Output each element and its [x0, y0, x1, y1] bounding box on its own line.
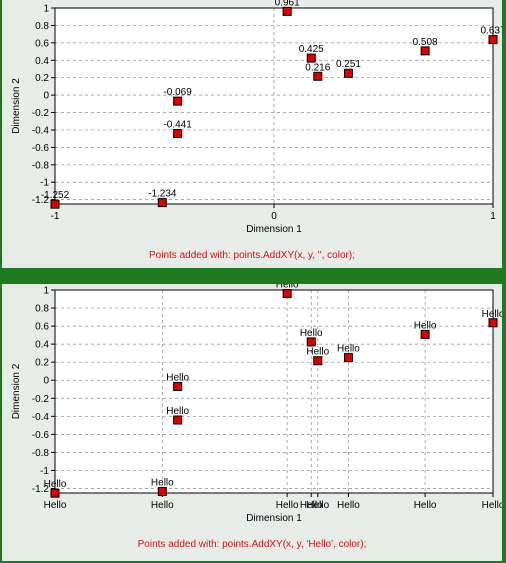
x-tick-label: Hello [44, 500, 67, 511]
chart-caption-top: Points added with: points.AddXY(x, y, ''… [149, 250, 355, 261]
data-label-top-5: 0.425 [299, 44, 324, 55]
x-tick-label: -1 [51, 211, 60, 222]
data-point-bottom-2 [173, 381, 183, 391]
y-axis-title: Dimension 2 [11, 78, 22, 134]
data-label-bottom-8: Hello [414, 320, 437, 331]
data-point-top-6 [313, 71, 323, 81]
data-label-top-2: -0.069 [163, 87, 192, 98]
y-tick-label: 0.6 [35, 322, 49, 333]
data-label-bottom-2: Hello [166, 372, 189, 383]
x-tick-label: Hello [337, 500, 360, 511]
y-tick-label: -0.6 [32, 143, 50, 154]
data-label-top-9: 0.637 [480, 26, 502, 37]
data-point-bottom-1 [157, 487, 167, 497]
scatter-chart-top: 10.80.60.40.20-0.2-0.4-0.6-0.8-1-1.2-1 0 1… [11, 0, 502, 235]
data-point-bottom-7 [343, 353, 353, 363]
y-tick-label: -1 [40, 466, 49, 477]
data-label-bottom-5: Hello [300, 328, 323, 339]
data-point-bottom-4 [282, 289, 292, 299]
data-point-top-9 [488, 35, 498, 45]
data-label-bottom-6: Hello [306, 347, 329, 358]
data-label-bottom-0: Hello [44, 479, 67, 490]
data-label-bottom-7: Hello [337, 344, 360, 355]
data-label-bottom-9: Hello [482, 309, 502, 320]
y-tick-label: 0 [43, 376, 49, 387]
data-point-top-1 [157, 198, 167, 208]
data-point-bottom-9 [488, 318, 498, 328]
y-tick-label: -0.2 [32, 108, 50, 119]
data-point-top-0 [50, 199, 60, 209]
x-tick-label: Hello [306, 500, 329, 511]
data-label-bottom-3: Hello [166, 406, 189, 417]
x-tick-label: Hello [151, 500, 174, 511]
y-tick-label: 0.2 [35, 358, 49, 369]
y-tick-label: -0.2 [32, 394, 50, 405]
data-point-top-2 [173, 96, 183, 106]
data-label-top-0: -1.252 [41, 190, 70, 201]
y-tick-label: 0.8 [35, 21, 49, 32]
data-point-bottom-8 [420, 329, 430, 339]
data-point-top-4 [282, 6, 292, 16]
data-label-top-3: -0.441 [163, 120, 192, 131]
y-tick-label: 0.6 [35, 38, 49, 49]
data-label-top-7: 0.251 [336, 59, 361, 70]
y-tick-label: 0.4 [35, 56, 49, 67]
scatter-chart-bottom: 10.80.60.40.20-0.2-0.4-0.6-0.8-1-1.2Hell… [11, 284, 502, 524]
y-tick-label: 0.8 [35, 304, 49, 315]
data-label-bottom-4: Hello [276, 284, 299, 291]
data-point-bottom-3 [173, 415, 183, 425]
data-label-top-1: -1.234 [148, 189, 177, 200]
y-tick-label: 1 [43, 4, 49, 15]
data-point-bottom-5 [306, 337, 316, 347]
x-tick-label: 0 [271, 211, 277, 222]
plot-area [54, 289, 494, 494]
y-tick-label: -0.8 [32, 448, 50, 459]
x-tick-label: Hello [276, 500, 299, 511]
x-tick-label: Hello [482, 500, 502, 511]
data-point-top-3 [173, 129, 183, 139]
chart-caption-bottom: Points added with: points.AddXY(x, y, 'H… [137, 539, 367, 550]
data-label-top-4: 0.961 [275, 0, 300, 8]
plot-border [54, 289, 494, 494]
data-label-top-6: 0.216 [305, 62, 330, 73]
x-tick-label: 1 [490, 211, 496, 222]
chart-panel-bottom: 1 0.8 0.6 0.4 0.2 0 -0.2 -0.4 -0.6 -0.8 -1 -1.2 Hell… [2, 284, 502, 561]
y-tick-label: 0.2 [35, 73, 49, 84]
y-tick-label: 0.4 [35, 340, 49, 351]
y-tick-label: -0.6 [32, 430, 50, 441]
y-tick-label: -0.4 [32, 125, 50, 136]
y-tick-label: 1 [43, 286, 49, 297]
data-point-bottom-0 [50, 488, 60, 498]
data-point-top-7 [343, 68, 353, 78]
x-axis-title: Dimension 1 [246, 513, 302, 524]
plot-border [54, 7, 494, 205]
y-axis-title: Dimension 2 [11, 363, 22, 419]
y-tick-label: -1.2 [32, 484, 50, 495]
data-label-top-8: 0.508 [413, 37, 438, 48]
data-point-top-5 [306, 53, 316, 63]
data-label-bottom-1: Hello [151, 478, 174, 489]
data-point-bottom-6 [313, 356, 323, 366]
x-axis-title: Dimension 1 [246, 224, 302, 235]
y-tick-label: -1 [40, 178, 49, 189]
data-point-top-8 [420, 46, 430, 56]
y-tick-label: -0.8 [32, 160, 50, 171]
y-tick-label: 0 [43, 91, 49, 102]
y-tick-label: -0.4 [32, 412, 50, 423]
y-tick-label: -1.2 [32, 195, 50, 206]
chart-panel-top: 1 0.8 0.6 0.4 0.2 0 -0.2 -0.4 -0.6 -0.8 -1 -1.2 -1 0 1… [2, 0, 502, 268]
x-tick-label: Hello [300, 500, 323, 511]
x-tick-label: Hello [414, 500, 437, 511]
